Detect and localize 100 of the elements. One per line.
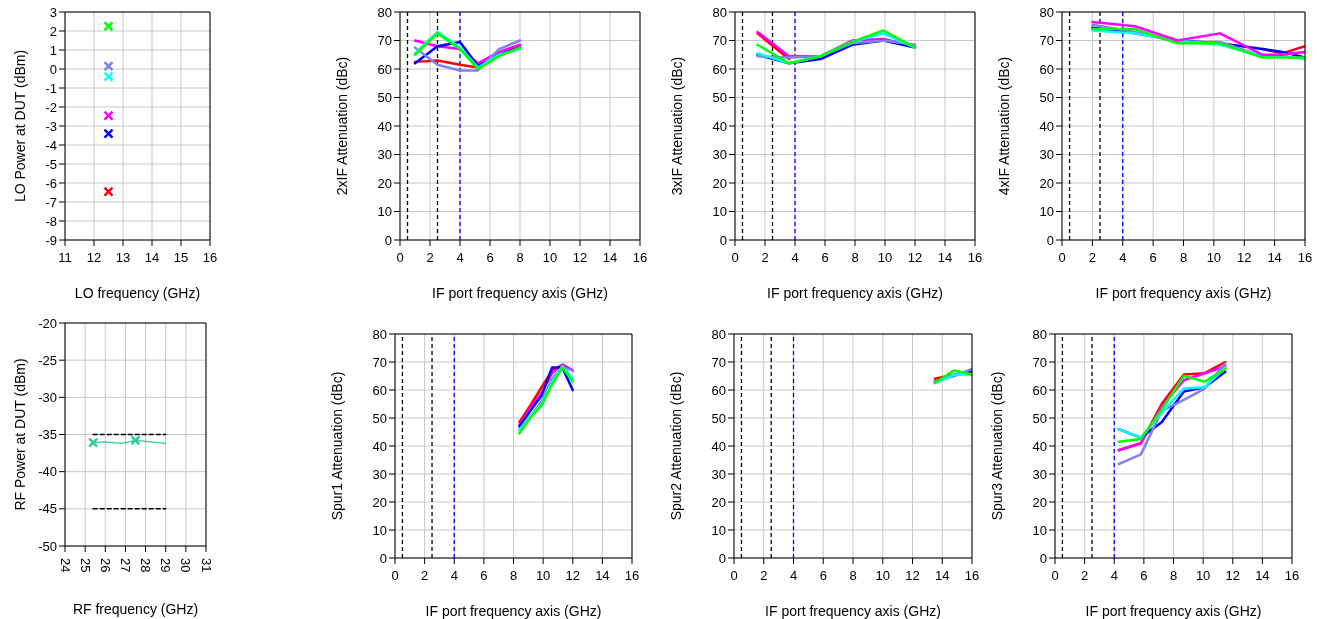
y-tick-label: -20 xyxy=(38,315,57,331)
x-tick-label: 13 xyxy=(115,249,131,265)
y-tick-label: 40 xyxy=(1039,118,1054,134)
x-tick-label: 14 xyxy=(935,567,950,583)
y-axis-title: Spur1 Attenuation (dBc) xyxy=(328,371,345,521)
x-tick-label: 14 xyxy=(1267,249,1282,265)
x-tick-label: 16 xyxy=(967,249,983,265)
y-tick-label: 50 xyxy=(377,90,392,106)
y-tick-label: 40 xyxy=(712,118,727,134)
y-tick-label: 20 xyxy=(1039,175,1054,191)
y-tick-label: 50 xyxy=(372,410,387,426)
x-tick-label: 2 xyxy=(760,567,768,583)
x-tick-label: 2 xyxy=(426,249,434,265)
y-axis-title: 4xIF Attenuation (dBc) xyxy=(995,56,1012,196)
y-axis-title: 2xIF Attenuation (dBc) xyxy=(333,56,350,196)
x-tick-label: 10 xyxy=(877,249,893,265)
y-tick-label: 60 xyxy=(712,61,727,77)
x-tick-label: 0 xyxy=(731,249,739,265)
x-tick-label: 12 xyxy=(905,567,920,583)
x-tick-label: 4 xyxy=(450,567,458,583)
x-tick-label: 6 xyxy=(821,249,829,265)
y-axis-title: 3xIF Attenuation (dBc) xyxy=(668,56,685,196)
x-tick-label: 29 xyxy=(158,558,174,573)
x-tick-label: 12 xyxy=(907,249,923,265)
y-tick-label: 30 xyxy=(711,466,726,482)
y-tick-label: 50 xyxy=(711,410,726,426)
x-tick-label: 6 xyxy=(480,567,488,583)
y-tick-label: 10 xyxy=(1039,204,1054,220)
x-tick-label: 6 xyxy=(1149,249,1157,265)
y-tick-label: 10 xyxy=(712,204,727,220)
x-tick-label: 31 xyxy=(198,558,214,573)
y-tick-label: 1 xyxy=(49,42,57,58)
x-tick-label: 6 xyxy=(819,567,827,583)
x-tick-label: 6 xyxy=(486,249,494,265)
x-tick-label: 12 xyxy=(1225,567,1240,583)
y-tick-label: 70 xyxy=(1032,354,1047,370)
x-tick-label: 8 xyxy=(1169,567,1178,583)
y-tick-label: 30 xyxy=(372,466,387,482)
x-tick-label: 14 xyxy=(144,249,160,265)
y-tick-label: 10 xyxy=(711,522,726,538)
y-tick-label: 60 xyxy=(372,382,387,398)
x-tick-label: 27 xyxy=(117,558,133,573)
x-tick-label: 16 xyxy=(1297,249,1313,265)
x-tick-label: 10 xyxy=(875,567,890,583)
x-tick-label: 28 xyxy=(138,558,154,573)
y-tick-label: -8 xyxy=(45,213,57,229)
x-tick-label: 10 xyxy=(1206,249,1222,265)
y-tick-label: 80 xyxy=(711,326,726,342)
y-tick-label: 60 xyxy=(377,61,392,77)
y-tick-label: -9 xyxy=(45,232,57,248)
y-tick-label: 10 xyxy=(1032,522,1047,538)
y-tick-label: 60 xyxy=(711,382,726,398)
y-tick-label: 30 xyxy=(712,147,727,163)
x-tick-label: 6 xyxy=(1140,567,1148,583)
x-tick-label: 16 xyxy=(632,249,648,265)
x-tick-label: 10 xyxy=(542,249,558,265)
x-axis-title: IF port frequency axis (GHz) xyxy=(765,603,941,619)
y-tick-label: 10 xyxy=(372,522,387,538)
x-axis-title: RF frequency (GHz) xyxy=(72,601,199,617)
x-tick-label: 14 xyxy=(1255,567,1270,583)
y-tick-label: 20 xyxy=(377,175,392,191)
y-tick-label: 10 xyxy=(377,204,392,220)
x-tick-label: 4 xyxy=(1119,249,1127,265)
x-tick-label: 8 xyxy=(849,567,857,583)
x-tick-label: 2 xyxy=(421,567,429,583)
x-tick-label: 16 xyxy=(202,249,218,265)
y-tick-label: -35 xyxy=(38,427,57,443)
x-tick-label: 4 xyxy=(456,249,464,265)
x-tick-label: 0 xyxy=(396,249,404,265)
x-axis-title: IF port frequency axis (GHz) xyxy=(425,603,602,619)
y-tick-label: -5 xyxy=(45,156,57,172)
x-tick-label: 8 xyxy=(509,567,518,583)
x-tick-label: 8 xyxy=(1179,249,1188,265)
y-tick-label: 30 xyxy=(1039,147,1054,163)
y-tick-label: 0 xyxy=(719,232,727,248)
y-tick-label: 80 xyxy=(372,326,387,342)
y-tick-label: 50 xyxy=(712,90,727,106)
y-tick-label: 50 xyxy=(1032,410,1047,426)
x-tick-label: 14 xyxy=(602,249,618,265)
y-tick-label: 80 xyxy=(1032,326,1047,342)
x-tick-label: 14 xyxy=(937,249,953,265)
y-tick-label: 20 xyxy=(712,175,727,191)
y-tick-label: 60 xyxy=(1032,382,1047,398)
x-tick-label: 0 xyxy=(730,567,738,583)
y-axis-title: RF Power at DUT (dBm) xyxy=(11,358,28,511)
y-axis-title: LO Power at DUT (dBm) xyxy=(11,49,28,203)
y-tick-label: 80 xyxy=(712,4,727,20)
x-tick-label: 30 xyxy=(178,558,194,573)
y-tick-label: 0 xyxy=(49,61,57,77)
y-tick-label: 40 xyxy=(1032,438,1047,454)
y-tick-label: 0 xyxy=(1046,232,1054,248)
y-tick-label: 20 xyxy=(711,494,726,510)
x-tick-label: 8 xyxy=(851,249,859,265)
y-tick-label: 70 xyxy=(712,33,727,49)
x-axis-title: LO frequency (GHz) xyxy=(74,285,201,301)
x-tick-label: 16 xyxy=(964,567,980,583)
x-tick-label: 2 xyxy=(1081,567,1089,583)
x-tick-label: 10 xyxy=(535,567,551,583)
x-axis-title: IF port frequency axis (GHz) xyxy=(767,285,943,301)
y-tick-label: 80 xyxy=(377,4,392,20)
